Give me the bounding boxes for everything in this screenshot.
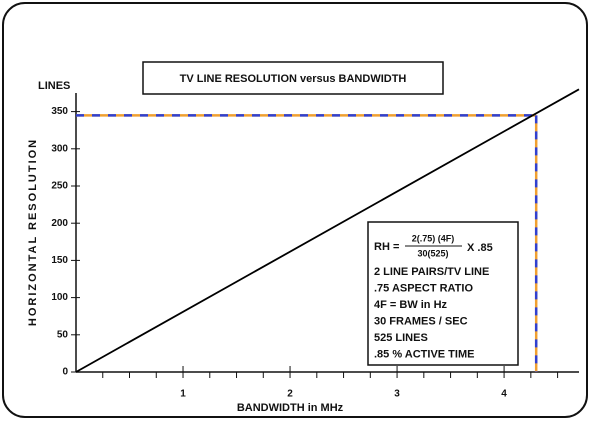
y-tick-label: 250 bbox=[51, 181, 68, 192]
y-tick-label: 200 bbox=[51, 218, 68, 229]
formula-numerator: 2(.75) (4F) bbox=[412, 233, 455, 243]
formula-note: 30 FRAMES / SEC bbox=[374, 315, 468, 327]
y-tick-label: 300 bbox=[51, 143, 68, 154]
data-line bbox=[75, 88, 580, 373]
chart-title: TV LINE RESOLUTION versus BANDWIDTH bbox=[180, 73, 407, 85]
y-axis-label: HORIZONTAL RESOLUTION bbox=[27, 138, 39, 326]
x-axis-label: BANDWIDTH in MHz bbox=[237, 402, 344, 414]
formula-note: 4F = BW in Hz bbox=[374, 299, 448, 311]
formula-note: 2 LINE PAIRS/TV LINE bbox=[374, 266, 489, 278]
x-tick-label: 4 bbox=[501, 389, 507, 400]
formula-note: 525 LINES bbox=[374, 332, 428, 344]
formula-rhs: X .85 bbox=[467, 242, 493, 254]
formula-note: .85 % ACTIVE TIME bbox=[374, 348, 474, 360]
y-unit: LINES bbox=[38, 80, 70, 92]
y-tick-label: 350 bbox=[51, 106, 68, 117]
x-tick-label: 3 bbox=[394, 389, 400, 400]
y-tick-label: 100 bbox=[51, 292, 68, 303]
x-tick-label: 2 bbox=[287, 389, 293, 400]
formula-note: .75 ASPECT RATIO bbox=[374, 282, 473, 294]
formula-box: RH = 2(.75) (4F) 30(525) X .85 2 LINE PA… bbox=[367, 221, 519, 366]
title-box bbox=[142, 61, 444, 95]
y-tick-label: 150 bbox=[51, 255, 68, 266]
formula-denominator: 30(525) bbox=[417, 248, 448, 258]
y-tick-label: 0 bbox=[62, 367, 68, 378]
x-tick-label: 1 bbox=[180, 389, 186, 400]
formula-lhs: RH = bbox=[374, 241, 399, 253]
y-tick-label: 50 bbox=[57, 329, 69, 340]
